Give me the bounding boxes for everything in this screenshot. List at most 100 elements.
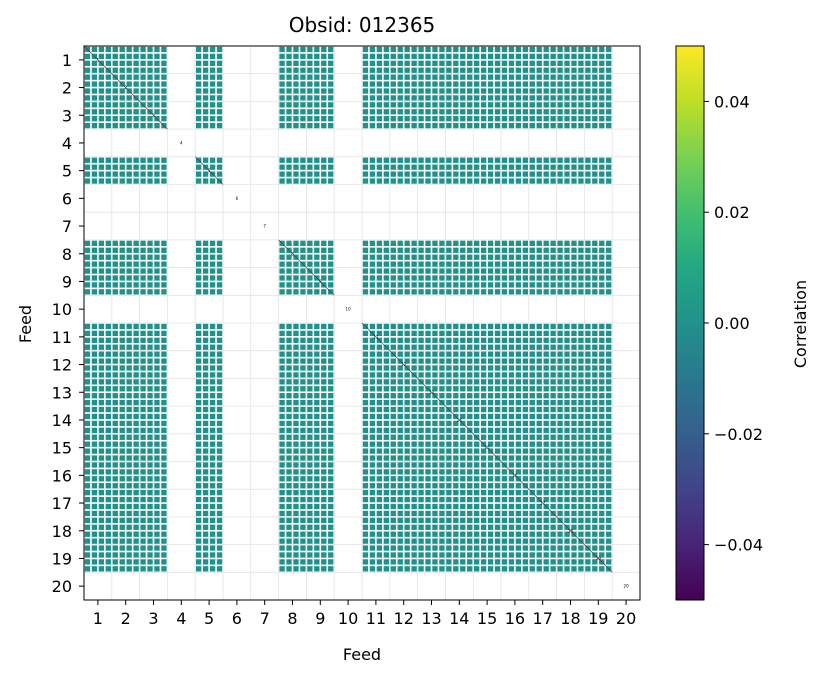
heatmap-cell	[585, 268, 591, 274]
heatmap-cell	[202, 476, 209, 482]
heatmap-cell	[606, 399, 612, 406]
heatmap-cell	[390, 164, 396, 170]
heatmap-cell	[161, 275, 167, 281]
heatmap-cell	[501, 365, 508, 371]
heatmap-cell	[543, 102, 549, 108]
heatmap-cell	[314, 247, 320, 253]
heatmap-cell	[154, 524, 160, 530]
heatmap-cell	[133, 365, 139, 371]
heatmap-cell	[161, 81, 167, 87]
heatmap-cell	[432, 517, 438, 524]
heatmap-cell	[362, 545, 369, 551]
heatmap-cell	[196, 81, 202, 87]
heatmap-cell	[279, 552, 285, 558]
heatmap-cell	[84, 566, 91, 572]
heatmap-cell	[112, 427, 118, 433]
heatmap-cell	[147, 358, 153, 364]
heatmap-cell	[446, 434, 452, 440]
heatmap-cell	[383, 406, 389, 413]
heatmap-cell	[397, 116, 403, 122]
heatmap-cell	[543, 74, 549, 80]
heatmap-cell	[140, 455, 146, 461]
heatmap-cell	[446, 122, 452, 129]
heatmap-cell	[196, 372, 202, 378]
heatmap-cell	[119, 503, 125, 510]
heatmap-cell	[202, 524, 209, 530]
heatmap-cell	[161, 344, 167, 350]
heatmap-cell	[279, 81, 285, 87]
heatmap-cell	[209, 427, 216, 433]
heatmap-cell	[404, 455, 410, 461]
heatmap-cell	[425, 406, 431, 413]
heatmap-cell	[578, 441, 584, 447]
diagonal-label: 18	[568, 528, 574, 533]
heatmap-cell	[383, 441, 389, 447]
heatmap-cell	[585, 399, 591, 406]
heatmap-cell	[105, 157, 111, 163]
heatmap-cell	[508, 171, 515, 177]
heatmap-cell	[592, 406, 598, 413]
heatmap-cell	[425, 254, 431, 260]
heatmap-cell	[557, 524, 563, 530]
heatmap-cell	[599, 109, 605, 115]
heatmap-cell	[321, 566, 327, 572]
heatmap-cell	[293, 164, 299, 170]
heatmap-cell	[154, 531, 160, 537]
heatmap-cell	[592, 60, 598, 66]
heatmap-cell	[147, 81, 153, 87]
heatmap-cell	[425, 455, 431, 461]
x-tick-label: 14	[449, 609, 469, 628]
heatmap-cell	[307, 462, 313, 468]
heatmap-cell	[480, 483, 487, 489]
heatmap-cell	[133, 496, 139, 503]
heatmap-cell	[592, 95, 598, 101]
heatmap-cell	[397, 88, 403, 94]
heatmap-cell	[522, 386, 528, 392]
heatmap-cell	[314, 559, 320, 565]
heatmap-cell	[112, 441, 118, 447]
heatmap-cell	[606, 171, 612, 177]
heatmap-cell	[300, 171, 306, 177]
heatmap-cell	[557, 240, 563, 247]
heatmap-cell	[119, 469, 125, 475]
heatmap-cell	[578, 53, 584, 60]
heatmap-cell	[383, 74, 389, 80]
heatmap-cell	[571, 393, 577, 399]
heatmap-cell	[564, 483, 570, 489]
heatmap-cell	[119, 261, 125, 267]
heatmap-cell	[487, 337, 494, 343]
heatmap-cell	[154, 490, 160, 496]
heatmap-cell	[209, 413, 216, 420]
heatmap-cell	[453, 74, 459, 80]
heatmap-cell	[161, 538, 167, 544]
heatmap-cell	[105, 337, 111, 343]
heatmap-cell	[314, 531, 320, 537]
heatmap-cell	[432, 538, 438, 544]
x-tick-label: 11	[366, 609, 386, 628]
heatmap-cell	[418, 386, 424, 392]
heatmap-cell	[133, 441, 139, 447]
heatmap-cell	[432, 60, 438, 66]
heatmap-cell	[439, 503, 445, 510]
heatmap-cell	[432, 503, 438, 510]
heatmap-cell	[140, 74, 146, 80]
y-tick-label: 17	[52, 494, 72, 513]
heatmap-cell	[362, 109, 369, 115]
heatmap-cell	[314, 538, 320, 544]
heatmap-cell	[300, 358, 306, 364]
heatmap-cell	[161, 178, 167, 184]
y-tick-label: 1	[62, 51, 72, 70]
heatmap-cell	[161, 393, 167, 399]
heatmap-cell	[126, 122, 132, 129]
heatmap-cell	[592, 344, 598, 350]
heatmap-cell	[119, 289, 125, 295]
heatmap-cell	[293, 538, 299, 544]
heatmap-cell	[432, 448, 438, 454]
heatmap-cell	[439, 427, 445, 433]
heatmap-cell	[369, 566, 376, 572]
heatmap-cell	[404, 406, 410, 413]
heatmap-cell	[543, 372, 549, 378]
heatmap-cell	[91, 490, 98, 496]
heatmap-cell	[467, 178, 473, 184]
heatmap-cell	[487, 164, 494, 170]
